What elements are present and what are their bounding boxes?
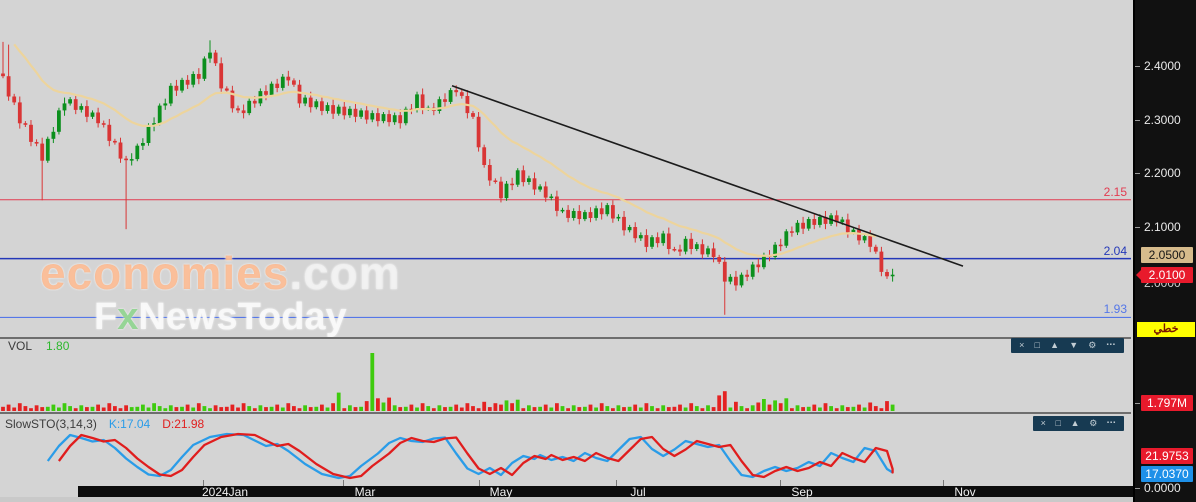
volume-panel-toolbar: × □ ▲ ▼ ⚙ ▪▪▪ <box>1011 338 1124 353</box>
axis-tick-mark <box>1135 66 1140 67</box>
volume-current-box: 1.797M <box>1141 395 1193 411</box>
more-icon[interactable]: ▪▪▪ <box>1106 342 1116 348</box>
bottom-strip <box>0 497 1133 502</box>
sto-zero-label: 0.0000 <box>1144 481 1181 495</box>
horizontal-support-resistance-lines <box>0 199 1131 319</box>
maximize-icon[interactable]: □ <box>1034 340 1040 350</box>
close-icon[interactable]: × <box>1040 418 1046 428</box>
scale-type-button[interactable]: خطي <box>1137 322 1195 337</box>
price-axis[interactable]: 2.4000 2.3000 2.2000 2.1000 2.0000 2.0500 2… <box>1133 0 1196 502</box>
sto-d-box: 21.9753 <box>1141 448 1193 464</box>
ma-price-box: 2.0500 <box>1141 247 1193 263</box>
sto-d-value: D:21.98 <box>162 417 205 431</box>
settings-icon[interactable]: ⚙ <box>1088 340 1097 350</box>
price-axis-tick-label: 2.1000 <box>1144 219 1181 234</box>
maximize-icon[interactable]: □ <box>1055 418 1061 428</box>
trendline <box>451 85 964 267</box>
stochastic-lines <box>46 432 894 480</box>
moving-average-line <box>13 43 877 257</box>
arrow-up-icon[interactable]: ▲ <box>1050 340 1060 350</box>
more-icon[interactable]: ▪▪▪ <box>1106 420 1117 426</box>
candlestick-series <box>1 40 895 315</box>
close-icon[interactable]: × <box>1019 340 1025 350</box>
time-axis-label: Sep <box>791 485 813 499</box>
time-axis-tick <box>616 480 617 486</box>
sto-panel-toolbar: × □ ▲ ⚙ ▪▪▪ <box>1033 416 1124 431</box>
time-axis[interactable] <box>78 486 1133 497</box>
time-axis-label: Nov <box>954 485 976 499</box>
arrow-down-icon[interactable]: ▼ <box>1069 340 1079 350</box>
time-axis-tick <box>343 480 344 486</box>
sto-k-value: K:17.04 <box>108 417 151 431</box>
last-price-box: 2.0100 <box>1136 267 1193 283</box>
price-axis-tick-label: 2.3000 <box>1144 112 1181 127</box>
panel-divider[interactable] <box>0 337 1131 339</box>
panel-divider[interactable] <box>0 412 1131 414</box>
time-axis-label: Mar <box>354 485 376 499</box>
time-axis-tick <box>943 480 944 486</box>
time-axis-tick <box>203 480 204 486</box>
volume-label: VOL <box>8 339 33 353</box>
sto-k-box: 17.0370 <box>1141 466 1193 482</box>
time-axis-tick <box>479 480 480 486</box>
time-axis-label: Jul <box>630 485 646 499</box>
arrow-up-icon[interactable]: ▲ <box>1070 418 1080 428</box>
hline-price-label: 1.93 <box>1103 302 1127 317</box>
volume-panel-header: VOL 1.80 <box>8 339 69 353</box>
settings-icon[interactable]: ⚙ <box>1089 418 1098 428</box>
volume-value: 1.80 <box>46 339 70 353</box>
volume-bars <box>1 353 895 411</box>
price-axis-tick-label: 2.2000 <box>1144 166 1181 180</box>
hline-price-label: 2.04 <box>1103 243 1127 258</box>
time-axis-label: May <box>489 485 513 499</box>
sto-panel-header: SlowSTO(3,14,3) K:17.04 D:21.98 <box>5 417 204 431</box>
time-axis-tick <box>780 480 781 486</box>
axis-tick-mark <box>1135 173 1140 174</box>
sto-label: SlowSTO(3,14,3) <box>5 417 97 431</box>
price-axis-tick-label: 2.4000 <box>1144 59 1181 73</box>
axis-tick-mark <box>1135 226 1140 228</box>
hline-price-label: 2.15 <box>1103 184 1127 199</box>
time-axis-label: 2024Jan <box>201 485 249 499</box>
axis-tick-mark <box>1135 119 1140 121</box>
chart-canvas[interactable] <box>0 0 1133 486</box>
